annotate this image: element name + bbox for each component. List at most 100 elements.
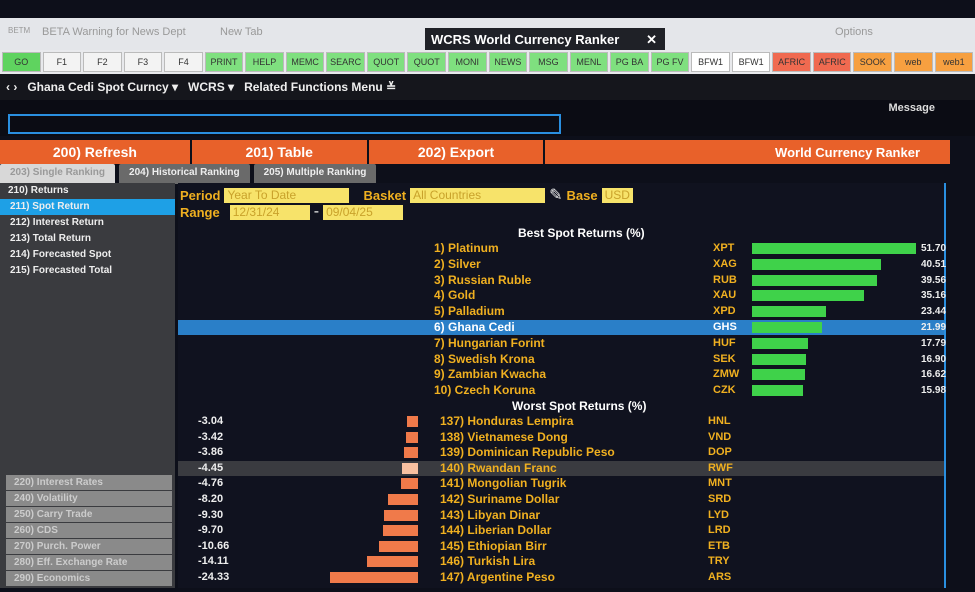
- toolbar-button[interactable]: SOOK: [853, 52, 893, 72]
- sidebar-item[interactable]: 214) Forecasted Spot: [10, 249, 112, 260]
- sidebar-item[interactable]: 215) Forecasted Total: [10, 265, 113, 276]
- toolbar-button[interactable]: MSG: [529, 52, 568, 72]
- function-dropdown[interactable]: WCRS ▾: [188, 80, 235, 94]
- toolbar-button[interactable]: F3: [123, 52, 163, 72]
- basket-select[interactable]: All Countries: [410, 187, 546, 203]
- toolbar-button[interactable]: BFW1: [731, 52, 771, 72]
- tab-historical-ranking[interactable]: 204) Historical Ranking: [119, 164, 250, 184]
- message-button[interactable]: Message: [888, 102, 935, 114]
- toolbar-button[interactable]: QUOT: [407, 52, 447, 72]
- best-row[interactable]: 8) Swedish Krona SEK 16.90: [178, 352, 946, 367]
- best-bar: [752, 353, 806, 365]
- range-from-input[interactable]: 12/31/24: [229, 204, 310, 220]
- toolbar-button[interactable]: AFRIC: [772, 52, 811, 72]
- currency-code: ETB: [708, 539, 730, 552]
- tab[interactable]: BETA Warning for News Dept: [42, 26, 186, 38]
- sidebar-item[interactable]: 270) Purch. Power: [6, 539, 172, 554]
- toolbar-button[interactable]: HELP: [245, 52, 284, 72]
- back-forward-icon[interactable]: ‹ ›: [6, 80, 18, 94]
- worst-row[interactable]: -3.04 137) Honduras Lempira HNL: [178, 414, 944, 429]
- sidebar-item[interactable]: 212) Interest Return: [10, 217, 104, 228]
- sidebar: 210) Returns 211) Spot Return 212) Interes…: [0, 183, 175, 588]
- best-row[interactable]: 2) Silver XAG 40.51: [178, 257, 946, 272]
- toolbar-button[interactable]: F2: [83, 52, 122, 72]
- sidebar-item[interactable]: 280) Eff. Exchange Rate: [6, 555, 172, 570]
- best-row[interactable]: 9) Zambian Kwacha ZMW 16.62: [178, 367, 946, 382]
- sidebar-item[interactable]: 240) Volatility: [6, 491, 172, 506]
- sidebar-item[interactable]: 250) Carry Trade: [6, 507, 172, 522]
- sidebar-item[interactable]: 260) CDS: [6, 523, 172, 538]
- close-icon[interactable]: ✕: [646, 32, 657, 47]
- toolbar-button[interactable]: web1: [934, 52, 974, 72]
- sidebar-item[interactable]: 213) Total Return: [10, 233, 91, 244]
- range-to-input[interactable]: 09/04/25: [323, 204, 404, 220]
- best-row[interactable]: 7) Hungarian Forint HUF 17.79: [178, 336, 946, 351]
- best-row[interactable]: 10) Czech Koruna CZK 15.98: [178, 383, 947, 398]
- return-value: -9.30: [198, 508, 224, 521]
- currency-code: GHS: [713, 321, 737, 333]
- toolbar-button[interactable]: GO: [2, 52, 41, 72]
- worst-row[interactable]: -9.70 144) Liberian Dollar LRD: [178, 523, 944, 538]
- toolbar-button[interactable]: F1: [42, 52, 82, 72]
- worst-row[interactable]: -24.33 147) Argentine Peso ARS: [178, 570, 944, 585]
- toolbar-button[interactable]: F4: [164, 52, 203, 72]
- worst-row[interactable]: -4.76 141) Mongolian Tugrik MNT: [178, 476, 944, 491]
- toolbar-button[interactable]: MEMC: [285, 52, 325, 72]
- worst-row[interactable]: -3.86 139) Dominican Republic Peso DOP: [178, 445, 944, 460]
- sidebar-item[interactable]: 220) Interest Rates: [6, 475, 172, 490]
- sidebar-item[interactable]: 210) Returns: [8, 185, 69, 196]
- toolbar-button[interactable]: PG BA: [610, 52, 649, 72]
- table-button[interactable]: 201) Table: [191, 140, 367, 164]
- toolbar-button[interactable]: SEARC: [326, 52, 365, 72]
- toolbar-button[interactable]: MENL: [569, 52, 609, 72]
- security-dropdown[interactable]: Ghana Cedi Spot Curncy ▾: [27, 80, 179, 94]
- tab-single-ranking[interactable]: 203) Single Ranking: [0, 164, 116, 184]
- ranking-panel: Period Year To Date Basket All Countries…: [178, 183, 946, 588]
- best-row[interactable]: 6) Ghana Cedi GHS 21.99: [178, 320, 946, 335]
- return-value: -14.11: [198, 555, 229, 568]
- worst-bar: [379, 540, 418, 552]
- toolbar-button[interactable]: AFRIC: [812, 52, 852, 72]
- toolbar-button[interactable]: PRINT: [204, 52, 244, 72]
- worst-row[interactable]: -9.30 143) Libyan Dinar LYD: [178, 508, 944, 523]
- edit-pencil-icon[interactable]: ✎: [549, 187, 563, 204]
- toolbar-button[interactable]: BFW1: [691, 52, 730, 72]
- refresh-button[interactable]: 200) Refresh: [0, 140, 190, 164]
- return-value: -9.70: [198, 524, 224, 537]
- worst-row[interactable]: -4.45 140) Rwandan Franc RWF: [178, 460, 944, 476]
- base-select[interactable]: USD: [601, 187, 633, 203]
- toolbar-button[interactable]: NEWS: [488, 52, 528, 72]
- return-value: 23.44: [921, 306, 947, 318]
- best-row[interactable]: 4) Gold XAU 35.16: [178, 288, 946, 303]
- return-value: 15.98: [921, 385, 947, 397]
- worst-row[interactable]: -10.66 145) Ethiopian Birr ETB: [178, 539, 944, 554]
- best-row[interactable]: 3) Russian Ruble RUB 39.56: [178, 273, 946, 288]
- tab[interactable]: New Tab: [220, 26, 263, 38]
- sidebar-item[interactable]: 290) Economics: [6, 571, 172, 586]
- worst-row[interactable]: -8.20 142) Suriname Dollar SRD: [178, 492, 944, 507]
- toolbar-button[interactable]: MONI: [448, 52, 487, 72]
- best-row[interactable]: 5) Palladium XPD 23.44: [178, 304, 947, 319]
- export-button[interactable]: 202) Export: [368, 140, 544, 164]
- toolbar-button[interactable]: PG FV: [650, 52, 690, 72]
- worst-bar: [400, 478, 418, 490]
- worst-row[interactable]: -14.11 146) Turkish Lira TRY: [178, 554, 944, 569]
- sidebar-item[interactable]: 211) Spot Return: [0, 199, 175, 215]
- best-bar: [752, 385, 803, 397]
- related-functions-menu[interactable]: Related Functions Menu ≚: [244, 80, 397, 94]
- best-row[interactable]: 1) Platinum XPT 51.70: [178, 241, 946, 256]
- best-returns-header: Best Spot Returns (%): [518, 226, 645, 240]
- nav-bar: ‹ › Ghana Cedi Spot Curncy ▾ WCRS ▾ Rela…: [0, 74, 975, 100]
- worst-row[interactable]: -3.42 138) Vietnamese Dong VND: [178, 430, 944, 445]
- base-label: Base: [566, 187, 598, 203]
- toolbar-button[interactable]: web: [894, 52, 933, 72]
- period-select[interactable]: Year To Date: [224, 187, 350, 203]
- currency-code: XPT: [713, 242, 735, 254]
- active-tab[interactable]: WCRS World Currency Ranker ✕: [425, 28, 665, 50]
- command-line-input[interactable]: [8, 114, 561, 134]
- tab-multiple-ranking[interactable]: 205) Multiple Ranking: [253, 164, 377, 184]
- toolbar-button[interactable]: QUOT: [366, 52, 406, 72]
- worst-bar: [384, 509, 418, 521]
- tab-title: WCRS World Currency Ranker: [431, 32, 620, 47]
- options-button[interactable]: Options: [835, 26, 873, 38]
